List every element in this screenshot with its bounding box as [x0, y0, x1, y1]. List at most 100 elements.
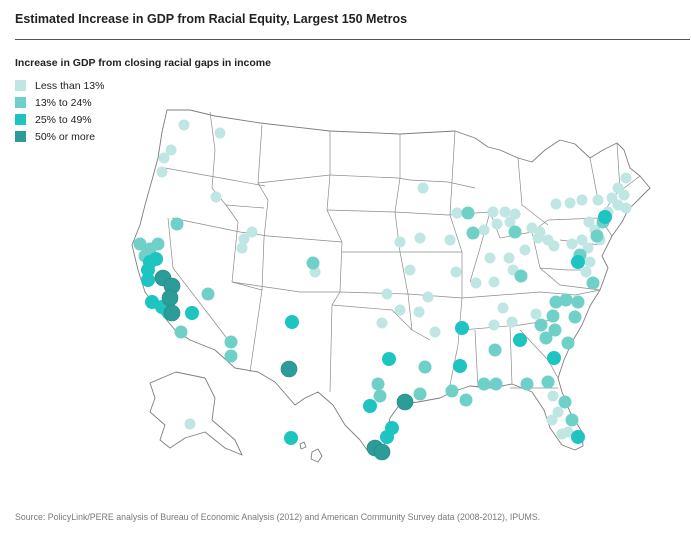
metro-marker[interactable] [488, 276, 500, 288]
metro-marker[interactable] [284, 431, 298, 445]
metro-marker[interactable] [133, 237, 147, 251]
metro-marker[interactable] [513, 333, 527, 347]
metro-marker[interactable] [414, 232, 426, 244]
metro-marker[interactable] [413, 306, 425, 318]
metro-marker[interactable] [546, 414, 558, 426]
metro-marker[interactable] [381, 288, 393, 300]
metro-marker[interactable] [163, 304, 181, 322]
metro-marker[interactable] [382, 352, 396, 366]
metro-marker[interactable] [539, 331, 553, 345]
metro-marker[interactable] [184, 418, 196, 430]
metro-marker[interactable] [488, 343, 502, 357]
metro-marker[interactable] [224, 349, 238, 363]
metro-marker[interactable] [484, 252, 496, 264]
metro-marker[interactable] [178, 119, 190, 131]
metro-marker[interactable] [236, 242, 248, 254]
metro-marker[interactable] [450, 266, 462, 278]
metro-marker[interactable] [558, 395, 572, 409]
metro-marker[interactable] [161, 289, 179, 307]
metro-marker[interactable] [586, 276, 600, 290]
metro-marker[interactable] [141, 263, 155, 277]
metro-marker[interactable] [548, 323, 562, 337]
metro-marker[interactable] [582, 242, 594, 254]
metro-marker[interactable] [376, 317, 388, 329]
metro-marker[interactable] [373, 443, 391, 461]
metro-marker[interactable] [491, 218, 503, 230]
metro-marker[interactable] [413, 387, 427, 401]
metro-marker[interactable] [404, 264, 416, 276]
metro-marker[interactable] [556, 428, 568, 440]
metro-marker[interactable] [453, 359, 467, 373]
metro-marker[interactable] [455, 321, 469, 335]
metro-marker[interactable] [165, 144, 177, 156]
metro-marker[interactable] [547, 351, 561, 365]
metro-marker[interactable] [156, 166, 168, 178]
metro-marker[interactable] [238, 233, 250, 245]
metro-marker[interactable] [514, 269, 528, 283]
metro-marker[interactable] [478, 224, 490, 236]
metro-marker[interactable] [149, 252, 163, 266]
metro-marker[interactable] [584, 256, 596, 268]
metro-marker[interactable] [470, 277, 482, 289]
metro-marker[interactable] [561, 336, 575, 350]
metro-marker[interactable] [526, 222, 538, 234]
metro-marker[interactable] [477, 377, 491, 391]
metro-marker[interactable] [459, 393, 473, 407]
metro-marker[interactable] [552, 406, 564, 418]
metro-marker[interactable] [620, 202, 632, 214]
metro-marker[interactable] [487, 206, 499, 218]
metro-marker[interactable] [224, 335, 238, 349]
metro-marker[interactable] [576, 234, 588, 246]
metro-marker[interactable] [488, 319, 500, 331]
metro-marker[interactable] [503, 252, 515, 264]
metro-marker[interactable] [571, 255, 585, 269]
metro-marker[interactable] [565, 413, 579, 427]
metro-marker[interactable] [618, 189, 630, 201]
metro-marker[interactable] [285, 315, 299, 329]
metro-marker[interactable] [380, 430, 394, 444]
metro-marker[interactable] [549, 295, 563, 309]
metro-marker[interactable] [141, 273, 155, 287]
metro-marker[interactable] [566, 238, 578, 250]
metro-marker[interactable] [508, 225, 522, 239]
metro-marker[interactable] [489, 377, 503, 391]
metro-marker[interactable] [174, 325, 188, 339]
metro-marker[interactable] [499, 206, 511, 218]
metro-marker[interactable] [158, 152, 170, 164]
metro-marker[interactable] [418, 360, 432, 374]
metro-marker[interactable] [461, 206, 475, 220]
metro-marker[interactable] [520, 377, 534, 391]
metro-marker[interactable] [445, 384, 459, 398]
metro-marker[interactable] [530, 308, 542, 320]
metro-marker[interactable] [373, 389, 387, 403]
metro-marker[interactable] [422, 291, 434, 303]
metro-marker[interactable] [568, 310, 582, 324]
metro-marker[interactable] [417, 182, 429, 194]
metro-marker[interactable] [519, 244, 531, 256]
metro-marker[interactable] [592, 194, 604, 206]
metro-marker[interactable] [590, 229, 604, 243]
metro-marker[interactable] [598, 210, 612, 224]
metro-marker[interactable] [394, 236, 406, 248]
metro-marker[interactable] [541, 375, 555, 389]
metro-marker[interactable] [201, 287, 215, 301]
metro-marker[interactable] [550, 198, 562, 210]
metro-marker[interactable] [580, 266, 592, 278]
metro-marker[interactable] [396, 393, 414, 411]
metro-marker[interactable] [559, 293, 573, 307]
metro-marker[interactable] [548, 240, 560, 252]
metro-marker[interactable] [583, 216, 595, 228]
metro-marker[interactable] [214, 127, 226, 139]
metro-marker[interactable] [620, 172, 632, 184]
metro-marker[interactable] [170, 217, 184, 231]
metro-marker[interactable] [363, 399, 377, 413]
metro-marker[interactable] [497, 302, 509, 314]
metro-marker[interactable] [504, 216, 516, 228]
metro-marker[interactable] [547, 390, 559, 402]
metro-marker[interactable] [466, 226, 480, 240]
metro-marker[interactable] [246, 226, 258, 238]
metro-marker[interactable] [444, 234, 456, 246]
metro-marker[interactable] [371, 377, 385, 391]
metro-marker[interactable] [185, 306, 199, 320]
metro-marker[interactable] [506, 316, 518, 328]
